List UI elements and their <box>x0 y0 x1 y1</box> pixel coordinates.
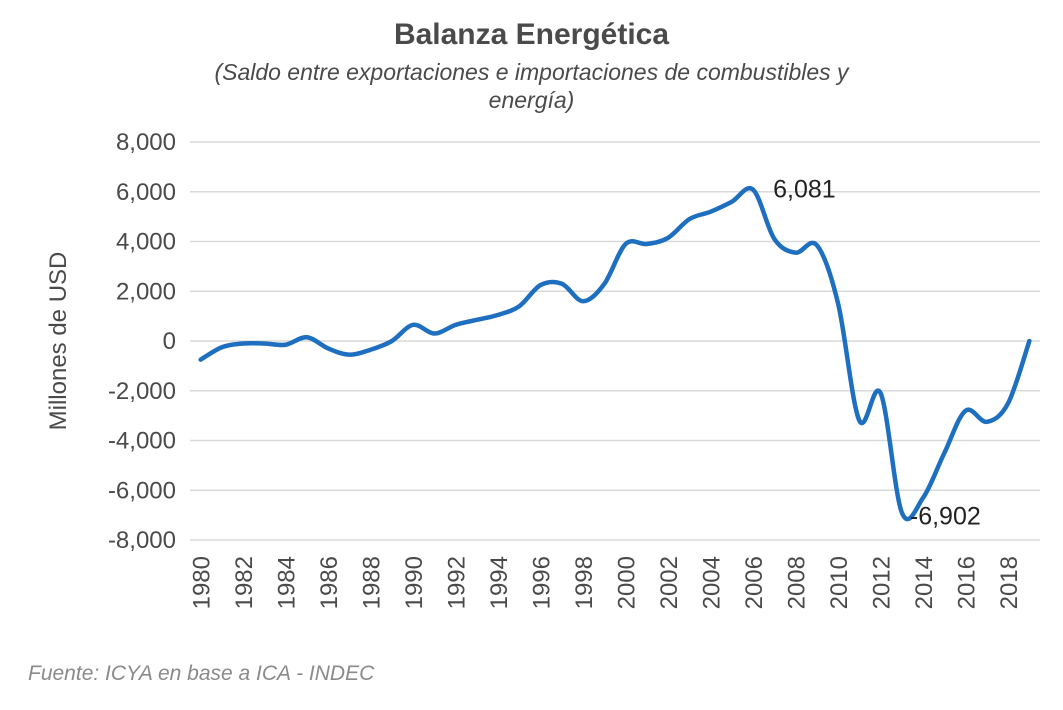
series-line <box>198 186 1032 522</box>
y-tick-label: 2,000 <box>116 278 176 305</box>
x-tick-label: 2000 <box>614 556 641 609</box>
x-tick-label: 1998 <box>571 556 598 609</box>
source-note: Fuente: ICYA en base a ICA - INDEC <box>28 662 375 685</box>
y-tick-label: 0 <box>163 328 176 355</box>
x-tick-label: 2014 <box>911 556 938 609</box>
y-tick-label: -6,000 <box>108 477 176 504</box>
x-tick-label: 1984 <box>274 556 301 609</box>
x-tick-label: 1980 <box>189 556 216 609</box>
y-tick-label: 8,000 <box>116 129 176 156</box>
x-tick-label: 2006 <box>741 556 768 609</box>
x-tick-label: 1994 <box>486 556 513 609</box>
x-tick-label: 2004 <box>699 556 726 609</box>
x-axis-ticks: 1980 1982 1984 1986 1988 1990 1992 1994 1996 1998… <box>189 556 1024 609</box>
y-tick-label: -8,000 <box>108 527 176 554</box>
y-tick-label: -2,000 <box>108 378 176 405</box>
x-tick-label: 1996 <box>529 556 556 609</box>
x-tick-label: 1988 <box>359 556 386 609</box>
y-tick-label: 6,000 <box>116 179 176 206</box>
x-tick-label: 2018 <box>996 556 1023 609</box>
data-label: 6,081 <box>773 176 836 204</box>
y-axis-ticks: 8,000 6,000 4,000 2,000 0 -2,000 -4,000 -6,000 -… <box>108 129 176 554</box>
annotations: 6,081 -6,902 <box>773 176 981 531</box>
x-tick-label: 2010 <box>826 556 853 609</box>
x-tick-label: 2008 <box>784 556 811 609</box>
chart-subtitle: (Saldo entre exportaciones e importacion… <box>214 59 849 113</box>
series-group <box>198 186 1032 522</box>
x-tick-label: 1992 <box>444 556 471 609</box>
chart-title: Balanza Energética <box>393 18 670 51</box>
line-chart: 8,000 6,000 4,000 2,000 0 -2,000 -4,000 -6,000 -… <box>45 129 1040 609</box>
x-tick-label: 2016 <box>954 556 981 609</box>
x-tick-label: 2002 <box>656 556 683 609</box>
gridlines <box>190 141 1040 541</box>
y-tick-label: 4,000 <box>116 229 176 256</box>
y-tick-label: -4,000 <box>108 428 176 455</box>
x-tick-label: 2012 <box>869 556 896 609</box>
x-tick-label: 1986 <box>316 556 343 609</box>
x-tick-label: 1982 <box>231 556 258 609</box>
data-label: -6,902 <box>910 503 981 531</box>
y-axis-label: Millones de USD <box>45 252 72 431</box>
x-tick-label: 1990 <box>401 556 428 609</box>
